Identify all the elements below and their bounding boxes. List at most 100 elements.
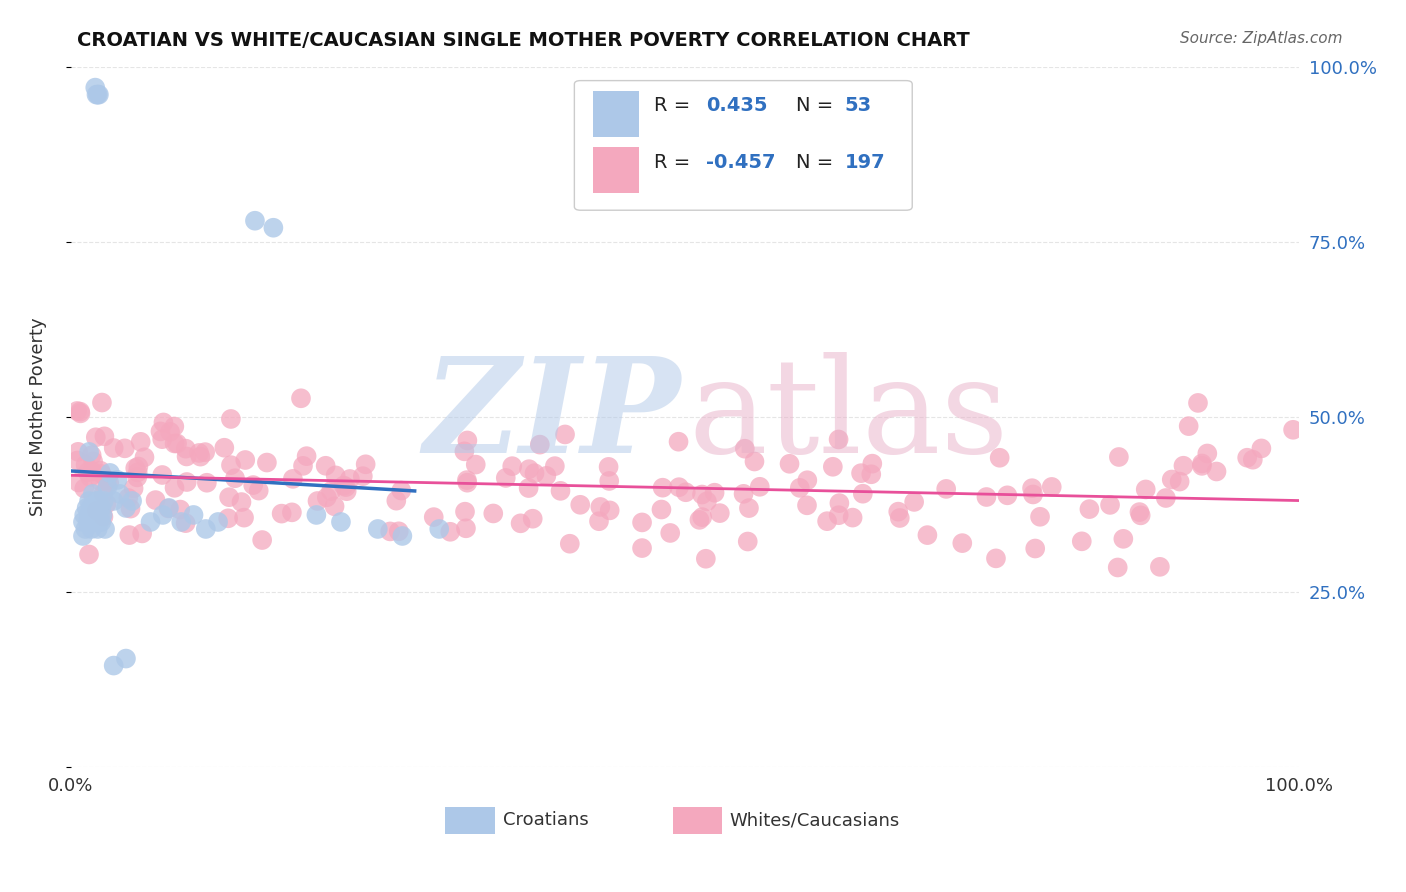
Point [270, 507, 292, 521]
Point [93, 509, 115, 524]
Point [529, 437, 551, 451]
Point [988, 450, 1011, 465]
Bar [593, 91, 640, 136]
Point [86, 87, 108, 102]
Point [86, 508, 108, 522]
Point [454, 521, 477, 535]
Point [281, 472, 304, 486]
Point [380, 524, 402, 539]
Point [87, 87, 110, 102]
Point [779, 457, 801, 471]
Point [354, 457, 377, 471]
Point [86, 87, 108, 102]
Point [1070, 534, 1092, 549]
Point [1154, 491, 1177, 505]
Point [827, 433, 849, 447]
Point [242, 478, 264, 492]
Point [550, 483, 572, 498]
Point [66, 453, 89, 467]
Point [86, 522, 108, 536]
Point [569, 498, 592, 512]
Point [120, 501, 142, 516]
Point [852, 486, 875, 500]
Point [659, 525, 682, 540]
Point [456, 434, 478, 448]
Point [1197, 446, 1219, 460]
Point [815, 514, 838, 528]
Point [335, 480, 357, 494]
Point [83, 508, 105, 522]
Point [77, 508, 100, 522]
Point [66, 404, 89, 418]
Point [1099, 498, 1122, 512]
Point [367, 522, 389, 536]
Point [90, 467, 112, 481]
Point [1078, 502, 1101, 516]
Point [231, 495, 253, 509]
Point [388, 524, 411, 539]
Point [194, 445, 217, 459]
Point [157, 500, 180, 515]
Point [464, 458, 486, 472]
Point [207, 515, 229, 529]
Point [84, 80, 107, 95]
Point [903, 495, 925, 509]
Point [77, 548, 100, 562]
Point [631, 516, 654, 530]
Point [233, 510, 256, 524]
Point [385, 493, 408, 508]
Point [69, 406, 91, 420]
Point [495, 471, 517, 485]
Point [118, 528, 141, 542]
Point [1177, 419, 1199, 434]
Point [1191, 458, 1213, 473]
Point [889, 511, 911, 525]
Point [163, 481, 186, 495]
Point [1107, 560, 1129, 574]
Point [94, 522, 117, 536]
Point [174, 516, 197, 530]
Point [188, 446, 211, 460]
Point [73, 482, 96, 496]
Point [131, 526, 153, 541]
Point [91, 487, 114, 501]
Point [224, 471, 246, 485]
Point [599, 503, 621, 517]
Point [86, 504, 108, 518]
Point [124, 461, 146, 475]
Point [517, 481, 540, 495]
Point [917, 528, 939, 542]
Point [427, 522, 450, 536]
FancyBboxPatch shape [575, 80, 912, 211]
Point [305, 508, 328, 522]
Point [233, 453, 256, 467]
Point [695, 551, 717, 566]
Point [1108, 450, 1130, 464]
Text: 197: 197 [845, 153, 886, 172]
Point [152, 508, 174, 522]
Point [352, 469, 374, 483]
Point [734, 442, 756, 456]
Text: N =: N = [796, 95, 839, 115]
Point [456, 475, 478, 490]
Point [688, 513, 710, 527]
Point [90, 515, 112, 529]
Text: Whites/Caucasians: Whites/Caucasians [730, 812, 900, 830]
Point [93, 494, 115, 508]
Point [650, 502, 672, 516]
Point [828, 496, 851, 510]
Point [675, 485, 697, 500]
Point [80, 522, 103, 536]
Point [631, 541, 654, 555]
Point [950, 536, 973, 550]
Point [333, 478, 356, 492]
Point [195, 475, 218, 490]
Text: 0.435: 0.435 [706, 95, 768, 115]
Point [1040, 480, 1063, 494]
Point [517, 462, 540, 476]
Point [319, 484, 342, 499]
Point [558, 537, 581, 551]
Point [290, 392, 312, 406]
Point [174, 442, 197, 456]
Point [139, 515, 162, 529]
